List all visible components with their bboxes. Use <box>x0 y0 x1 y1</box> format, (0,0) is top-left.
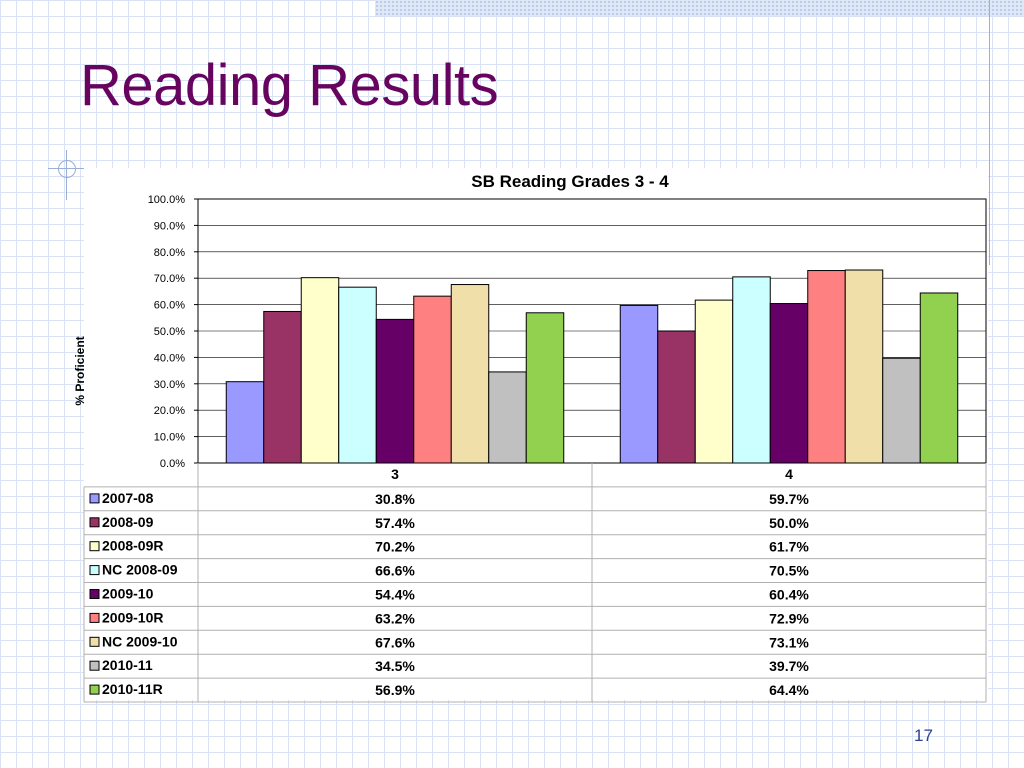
legend-swatch <box>89 612 100 623</box>
category-label: 4 <box>785 466 793 482</box>
bar <box>657 330 696 464</box>
legend-label: NC 2009-10 <box>102 633 178 649</box>
y-tick-label: 100.0% <box>148 194 186 206</box>
y-tick-label: 40.0% <box>154 352 185 364</box>
legend-label: 2007-08 <box>102 490 154 506</box>
bar <box>450 284 490 464</box>
bar <box>300 277 340 464</box>
data-label: 50.0% <box>769 515 809 531</box>
data-label: 73.1% <box>769 634 809 650</box>
legend-label: NC 2008-09 <box>102 562 178 578</box>
page-number: 17 <box>914 726 933 745</box>
data-label: 66.6% <box>375 563 415 579</box>
bar <box>263 310 302 464</box>
legend-label: 2009-10 <box>102 586 154 602</box>
legend-swatch <box>89 589 100 599</box>
bar <box>375 318 415 464</box>
data-label: 60.4% <box>769 587 809 603</box>
bar <box>338 286 377 464</box>
bar <box>807 270 846 464</box>
y-tick-label: 70.0% <box>154 273 185 285</box>
data-label: 57.4% <box>375 515 415 531</box>
legend-swatch <box>89 541 100 552</box>
legend-label: 2010-11R <box>102 681 163 697</box>
bar <box>919 292 959 464</box>
legend-swatch <box>89 660 100 671</box>
legend-label: 2009-10R <box>102 609 164 625</box>
bar <box>844 269 884 464</box>
right-decoration-rule <box>989 0 990 265</box>
data-label: 64.4% <box>769 682 809 698</box>
data-label: 70.5% <box>769 563 809 579</box>
bar <box>525 312 565 464</box>
data-label: 56.9% <box>375 682 415 698</box>
y-axis-label: % Proficient <box>73 336 87 405</box>
category-label: 3 <box>391 466 399 482</box>
y-tick-label: 20.0% <box>154 405 185 417</box>
legend-swatch <box>89 565 100 576</box>
bar <box>413 295 452 464</box>
data-label: 67.6% <box>375 634 415 650</box>
data-label: 34.5% <box>375 658 415 674</box>
slide-title: Reading Results <box>80 53 499 118</box>
y-tick-label: 60.0% <box>154 300 185 312</box>
y-tick-label: 80.0% <box>154 247 185 259</box>
legend-label: 2008-09R <box>102 538 164 554</box>
bar <box>488 371 527 464</box>
data-label: 54.4% <box>375 587 415 603</box>
y-tick-label: 90.0% <box>154 220 185 232</box>
bar <box>694 299 734 464</box>
bar <box>882 357 921 464</box>
bar <box>769 303 809 464</box>
legend-label: 2008-09 <box>102 514 154 530</box>
bar <box>732 276 771 464</box>
data-label: 70.2% <box>375 539 415 555</box>
data-label: 61.7% <box>769 539 809 555</box>
bar <box>225 381 265 464</box>
ornament-circle <box>58 160 76 178</box>
data-label: 30.8% <box>375 491 415 507</box>
y-tick-label: 0.0% <box>160 458 185 470</box>
data-label: 72.9% <box>769 610 809 626</box>
header-decoration-band <box>375 0 1024 16</box>
data-label: 39.7% <box>769 658 809 674</box>
legend-swatch <box>89 684 100 695</box>
data-label: 59.7% <box>769 491 809 507</box>
legend-swatch <box>89 636 100 647</box>
y-tick-label: 30.0% <box>154 379 185 391</box>
legend-swatch <box>89 517 100 528</box>
chart-title: SB Reading Grades 3 - 4 <box>471 172 669 191</box>
data-label: 63.2% <box>375 610 415 626</box>
legend-swatch <box>89 493 100 504</box>
bar <box>619 304 659 464</box>
y-tick-label: 10.0% <box>154 432 185 444</box>
y-tick-label: 50.0% <box>154 326 185 338</box>
legend-label: 2010-11 <box>102 657 153 673</box>
